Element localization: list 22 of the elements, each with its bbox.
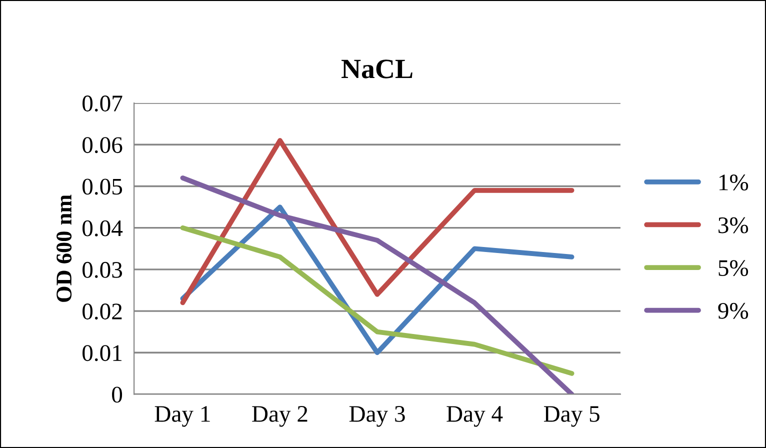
y-tick-label: 0 (112, 386, 122, 403)
y-tick-label: 0.02 (82, 304, 122, 320)
y-tick-label: 0.03 (82, 262, 122, 278)
chart-title: NaCL (342, 60, 412, 78)
x-tick-label: Day 5 (544, 406, 600, 427)
x-tick-label: Day 2 (252, 406, 308, 427)
legend-label: 3% (718, 217, 748, 234)
y-tick-label: 0.04 (82, 220, 123, 236)
legend-label: 9% (718, 302, 748, 319)
y-axis-title: OD 600 nm (56, 194, 72, 302)
y-tick-label: 0.06 (82, 137, 122, 154)
line-series (180, 175, 574, 394)
legend-label: 1% (719, 174, 748, 190)
y-tick-label: 0.05 (82, 178, 122, 195)
line-series (180, 225, 574, 376)
y-tick-label: 0.01 (82, 345, 122, 362)
x-tick-label: Day 1 (154, 406, 210, 427)
x-tick-label: Day 3 (349, 406, 405, 427)
y-tick-label: 0.07 (82, 96, 122, 112)
line-series (180, 138, 574, 306)
x-tick-label: Day 4 (446, 406, 503, 427)
legend-label: 5% (718, 260, 748, 276)
